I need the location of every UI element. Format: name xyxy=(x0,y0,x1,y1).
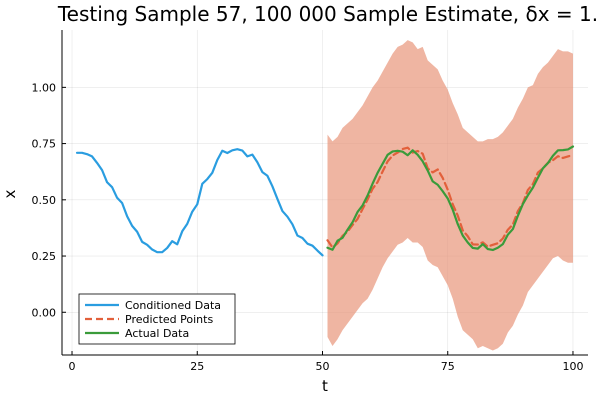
y-tick-label: 0.75 xyxy=(32,138,57,151)
series-line-predicted-points xyxy=(326,146,575,249)
y-tick-label: 0.00 xyxy=(32,306,57,319)
y-tick-label: 1.00 xyxy=(32,81,57,94)
x-tick-label: 50 xyxy=(315,360,329,373)
legend-label-predicted-points: Predicted Points xyxy=(125,313,213,326)
x-axis-label: t xyxy=(322,377,328,395)
chart-title: Testing Sample 57, 100 000 Sample Estima… xyxy=(57,2,598,26)
x-tick-label: 100 xyxy=(562,360,583,373)
x-tick-label: 75 xyxy=(441,360,455,373)
y-tick-label: 0.50 xyxy=(32,194,57,207)
y-tick-label: 0.25 xyxy=(32,250,57,263)
tick-labels: 0 25 50 75 100 0.00 0.25 0.50 0.75 1.00 xyxy=(32,81,584,373)
y-axis-label: x xyxy=(1,189,19,198)
x-tick-label: 25 xyxy=(190,360,204,373)
legend-box xyxy=(78,293,236,345)
legend-label-conditioned-data: Conditioned Data xyxy=(125,299,221,312)
x-tick-label: 0 xyxy=(69,360,76,373)
series-line-actual-data xyxy=(326,145,575,252)
series-layer xyxy=(75,145,575,257)
axes xyxy=(61,30,588,356)
legend-label-actual-data: Actual Data xyxy=(125,327,189,340)
series-line-conditioned-data xyxy=(75,148,324,257)
